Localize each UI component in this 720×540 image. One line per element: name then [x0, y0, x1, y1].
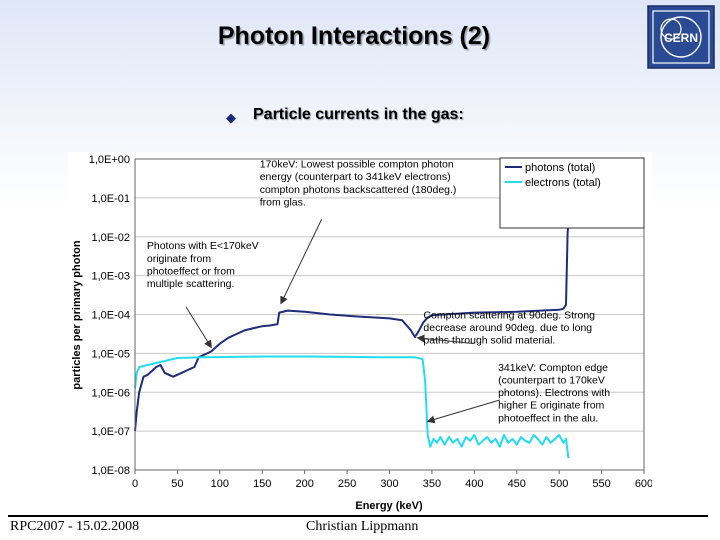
cern-logo: CERN: [647, 5, 715, 69]
y-tick-label: 1,0E+00: [89, 154, 130, 166]
x-tick-label: 200: [295, 478, 313, 490]
annotation-arrow: [185, 306, 212, 349]
x-tick-label: 550: [592, 478, 610, 490]
annotation-text: originate from: [147, 253, 211, 265]
slide-title: Photon Interactions (2): [217, 22, 491, 50]
annotation-text: (counterpart to 170keV: [498, 374, 605, 386]
annotation-text: photoeffect or from: [147, 265, 235, 277]
annotation-text: Compton scattering at 90deg. Strong: [423, 309, 595, 321]
x-tick-label: 450: [508, 478, 526, 490]
y-tick-label: 1,0E-01: [91, 193, 130, 205]
annotation-text: from glas.: [260, 196, 306, 208]
legend-label: electrons (total): [525, 177, 601, 189]
footer-author: Christian Lippmann: [306, 519, 419, 534]
bullet-icon: ◆: [226, 110, 236, 125]
annotation-text: energy (counterpart to 341keV electrons): [260, 171, 451, 183]
x-tick-label: 250: [338, 478, 356, 490]
annotation-text: decrease around 90deg. due to long: [423, 322, 592, 334]
x-tick-label: 500: [550, 478, 568, 490]
y-tick-label: 1,0E-07: [91, 426, 130, 438]
annotation-arrow: [416, 334, 475, 345]
annotation-text: 170keV: Lowest possible compton photon: [260, 159, 454, 171]
y-tick-label: 1,0E-02: [91, 232, 130, 244]
legend-label: photons (total): [525, 162, 595, 174]
x-tick-label: 600: [635, 478, 652, 490]
annotation-arrow: [280, 219, 323, 305]
y-tick-label: 1,0E-04: [91, 310, 130, 322]
annotation-arrow: [426, 399, 500, 424]
annotation-text: paths through solid material.: [423, 335, 555, 347]
cern-logo-text: CERN: [664, 31, 698, 45]
x-tick-label: 350: [423, 478, 441, 490]
footer-date: RPC2007 - 15.02.2008: [10, 519, 140, 534]
x-tick-label: 0: [132, 478, 138, 490]
y-tick-label: 1,0E-03: [91, 271, 130, 283]
annotation-text: Photons with E<170keV: [147, 240, 259, 252]
series-line-electrons: [134, 355, 570, 459]
annotation-text: multiple scattering.: [147, 278, 235, 290]
bullet-text: Particle currents in the gas:: [253, 106, 464, 123]
series-line-photons: [134, 221, 570, 432]
y-tick-label: 1,0E-08: [91, 465, 130, 477]
chart: 1,0E+00 1,0E-01 1,0E-02 1,0E-03 1,0E-04 1,0E-…: [68, 152, 652, 514]
legend-box: [499, 157, 645, 229]
y-axis-label: particles per primary photon: [71, 240, 83, 389]
x-tick-label: 150: [253, 478, 271, 490]
annotation-text: photoeffect in the alu.: [498, 412, 598, 424]
x-tick-label: 300: [380, 478, 398, 490]
x-axis-label: Energy (keV): [355, 500, 423, 512]
footer-divider: [8, 515, 708, 517]
y-tick-label: 1,0E-06: [91, 387, 130, 399]
x-tick-label: 100: [211, 478, 229, 490]
y-tick-label: 1,0E-05: [91, 348, 130, 360]
annotation-text: compton photons backscattered (180deg.): [260, 184, 457, 196]
x-tick-label: 50: [171, 478, 183, 490]
annotation-text: photons). Electrons with: [498, 387, 610, 399]
annotation-text: 341keV: Compton edge: [498, 362, 608, 374]
annotation-text: higher E originate from: [498, 400, 604, 412]
x-tick-label: 400: [465, 478, 483, 490]
